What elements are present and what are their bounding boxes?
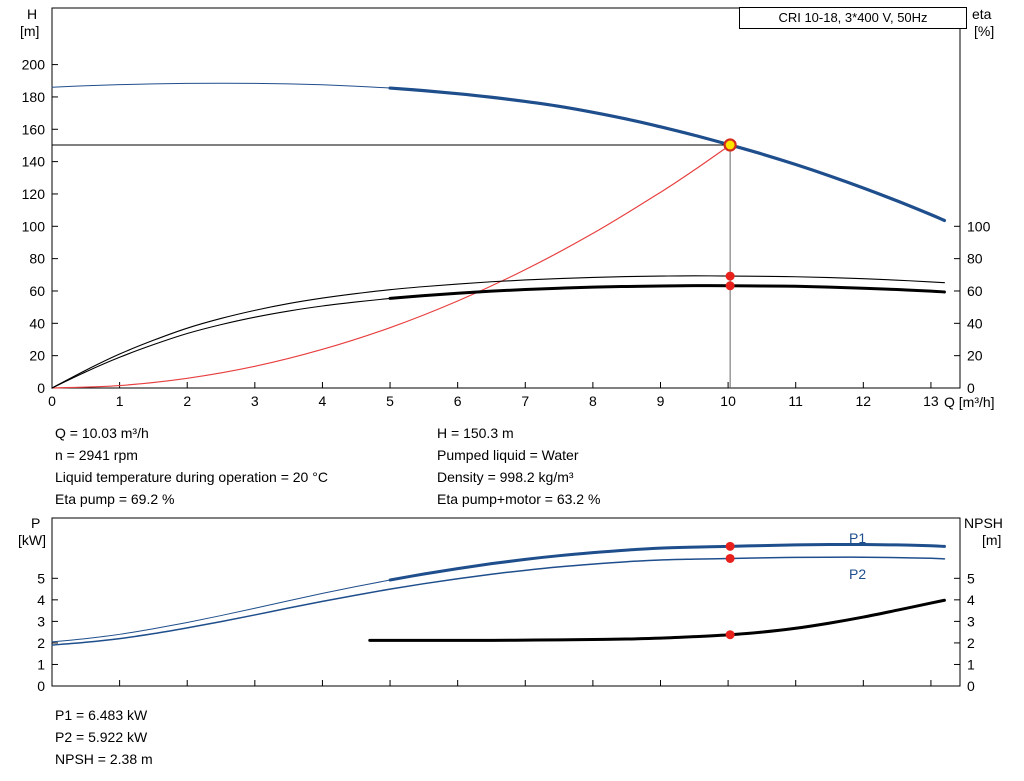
q-axis-label: Q [m³/h]	[944, 394, 995, 410]
p-axis-unit: [kW]	[18, 532, 46, 548]
right-tick-label: 2	[967, 635, 975, 651]
right-tick-label: 3	[967, 613, 975, 629]
x-tick-label: 3	[251, 393, 259, 409]
annotation-density: Density = 998.2 kg/m³	[437, 469, 574, 485]
eta-axis-label: eta	[972, 6, 992, 22]
p1-curve-thin	[51, 579, 391, 643]
npsh-dot-marker	[725, 630, 735, 640]
left-tick-label: 60	[29, 283, 45, 299]
annotation-q: Q = 10.03 m³/h	[55, 425, 149, 441]
x-tick-label: 7	[521, 393, 529, 409]
right-tick-label: 40	[967, 315, 983, 331]
npsh-axis-label: NPSH	[964, 515, 1003, 531]
left-tick-label: 1	[37, 656, 45, 672]
head-curve	[388, 86, 947, 223]
left-tick-label: 2	[37, 635, 45, 651]
left-tick-label: 0	[37, 380, 45, 396]
left-tick-label: 200	[22, 57, 46, 73]
x-tick-label: 8	[589, 393, 597, 409]
x-tick-label: 4	[319, 393, 327, 409]
left-tick-label: 180	[22, 89, 46, 105]
left-tick-label: 0	[37, 678, 45, 694]
right-tick-label: 4	[967, 592, 975, 608]
h-axis-label: H	[27, 6, 38, 22]
hq-eta-chart: 0 20 40 60 80 100 120 140 160 180 200 0 20 40 60 80 100 0…	[22, 7, 991, 409]
annotation-head: H = 150.3 m	[437, 425, 514, 441]
annotation-npsh: NPSH = 2.38 m	[55, 751, 153, 767]
annotation-p1: P1 = 6.483 kW	[55, 707, 148, 723]
x-tick-label: 0	[48, 393, 56, 409]
left-tick-label: 80	[29, 251, 45, 267]
left-tick-label: 40	[29, 315, 45, 331]
eta-axis-unit: [%]	[974, 23, 995, 39]
x-tick-label: 12	[856, 393, 872, 409]
annotation-temperature: Liquid temperature during operation = 20…	[55, 469, 328, 485]
eta-pump-dot-marker	[725, 271, 735, 281]
left-tick-label: 5	[37, 570, 45, 586]
left-tick-label: 160	[22, 121, 46, 137]
head-curve-thin	[51, 82, 391, 89]
npsh-curve	[368, 598, 946, 642]
x-tick-label: 13	[923, 393, 939, 409]
x-tick-label: 6	[454, 393, 462, 409]
annotation-eta-pump: Eta pump = 69.2 %	[55, 491, 175, 507]
left-tick-label: 140	[22, 154, 46, 170]
p1-curve	[388, 542, 946, 582]
pump-model-title-box: CRI 10-18, 3*400 V, 50Hz	[739, 7, 967, 29]
p2-series-label: P2	[849, 566, 867, 582]
p2-dot-marker	[725, 553, 735, 563]
h-axis-unit: [m]	[20, 23, 40, 39]
annotation-speed: n = 2941 rpm	[55, 447, 138, 463]
right-tick-label: 0	[967, 678, 975, 694]
right-tick-label: 0	[967, 380, 975, 396]
left-tick-label: 3	[37, 613, 45, 629]
right-tick-label: 60	[967, 283, 983, 299]
p2-curve	[51, 556, 946, 646]
x-tick-label: 2	[183, 393, 191, 409]
annotation-p2: P2 = 5.922 kW	[55, 729, 148, 745]
x-tick-label: 11	[788, 393, 803, 409]
plot-frame	[51, 7, 961, 389]
right-tick-label: 80	[967, 251, 983, 267]
p1-series-label: P1	[849, 530, 867, 546]
p-axis-label: P	[31, 515, 41, 531]
power-npsh-chart: 0 1 2 3 4 5 0 1 2 3 4 5	[37, 517, 975, 694]
eta-pump-curve	[51, 275, 945, 389]
right-tick-label: 1	[967, 656, 975, 672]
left-tick-label: 4	[37, 592, 45, 608]
eta-pump-motor-curve	[388, 284, 946, 300]
duty-point-marker	[723, 138, 737, 152]
system-curve	[51, 144, 731, 389]
npsh-axis-unit: [m]	[982, 532, 1002, 548]
x-tick-label: 9	[657, 393, 665, 409]
eta-pump-motor-dot-marker	[725, 281, 735, 291]
x-tick-label: 1	[116, 393, 124, 409]
left-tick-label: 20	[29, 348, 45, 364]
left-tick-label: 100	[22, 218, 46, 234]
left-tick-label: 120	[22, 186, 46, 202]
annotation-liquid: Pumped liquid = Water	[437, 447, 579, 463]
eta-pump-motor-curve-thin	[51, 297, 391, 389]
right-tick-label: 20	[967, 348, 983, 364]
right-tick-label: 5	[967, 570, 975, 586]
plot-frame	[51, 517, 961, 687]
annotation-eta-total: Eta pump+motor = 63.2 %	[437, 491, 601, 507]
x-tick-label: 5	[386, 393, 394, 409]
x-tick-label: 10	[720, 393, 736, 409]
p1-dot-marker	[725, 541, 735, 551]
right-tick-label: 100	[967, 218, 991, 234]
